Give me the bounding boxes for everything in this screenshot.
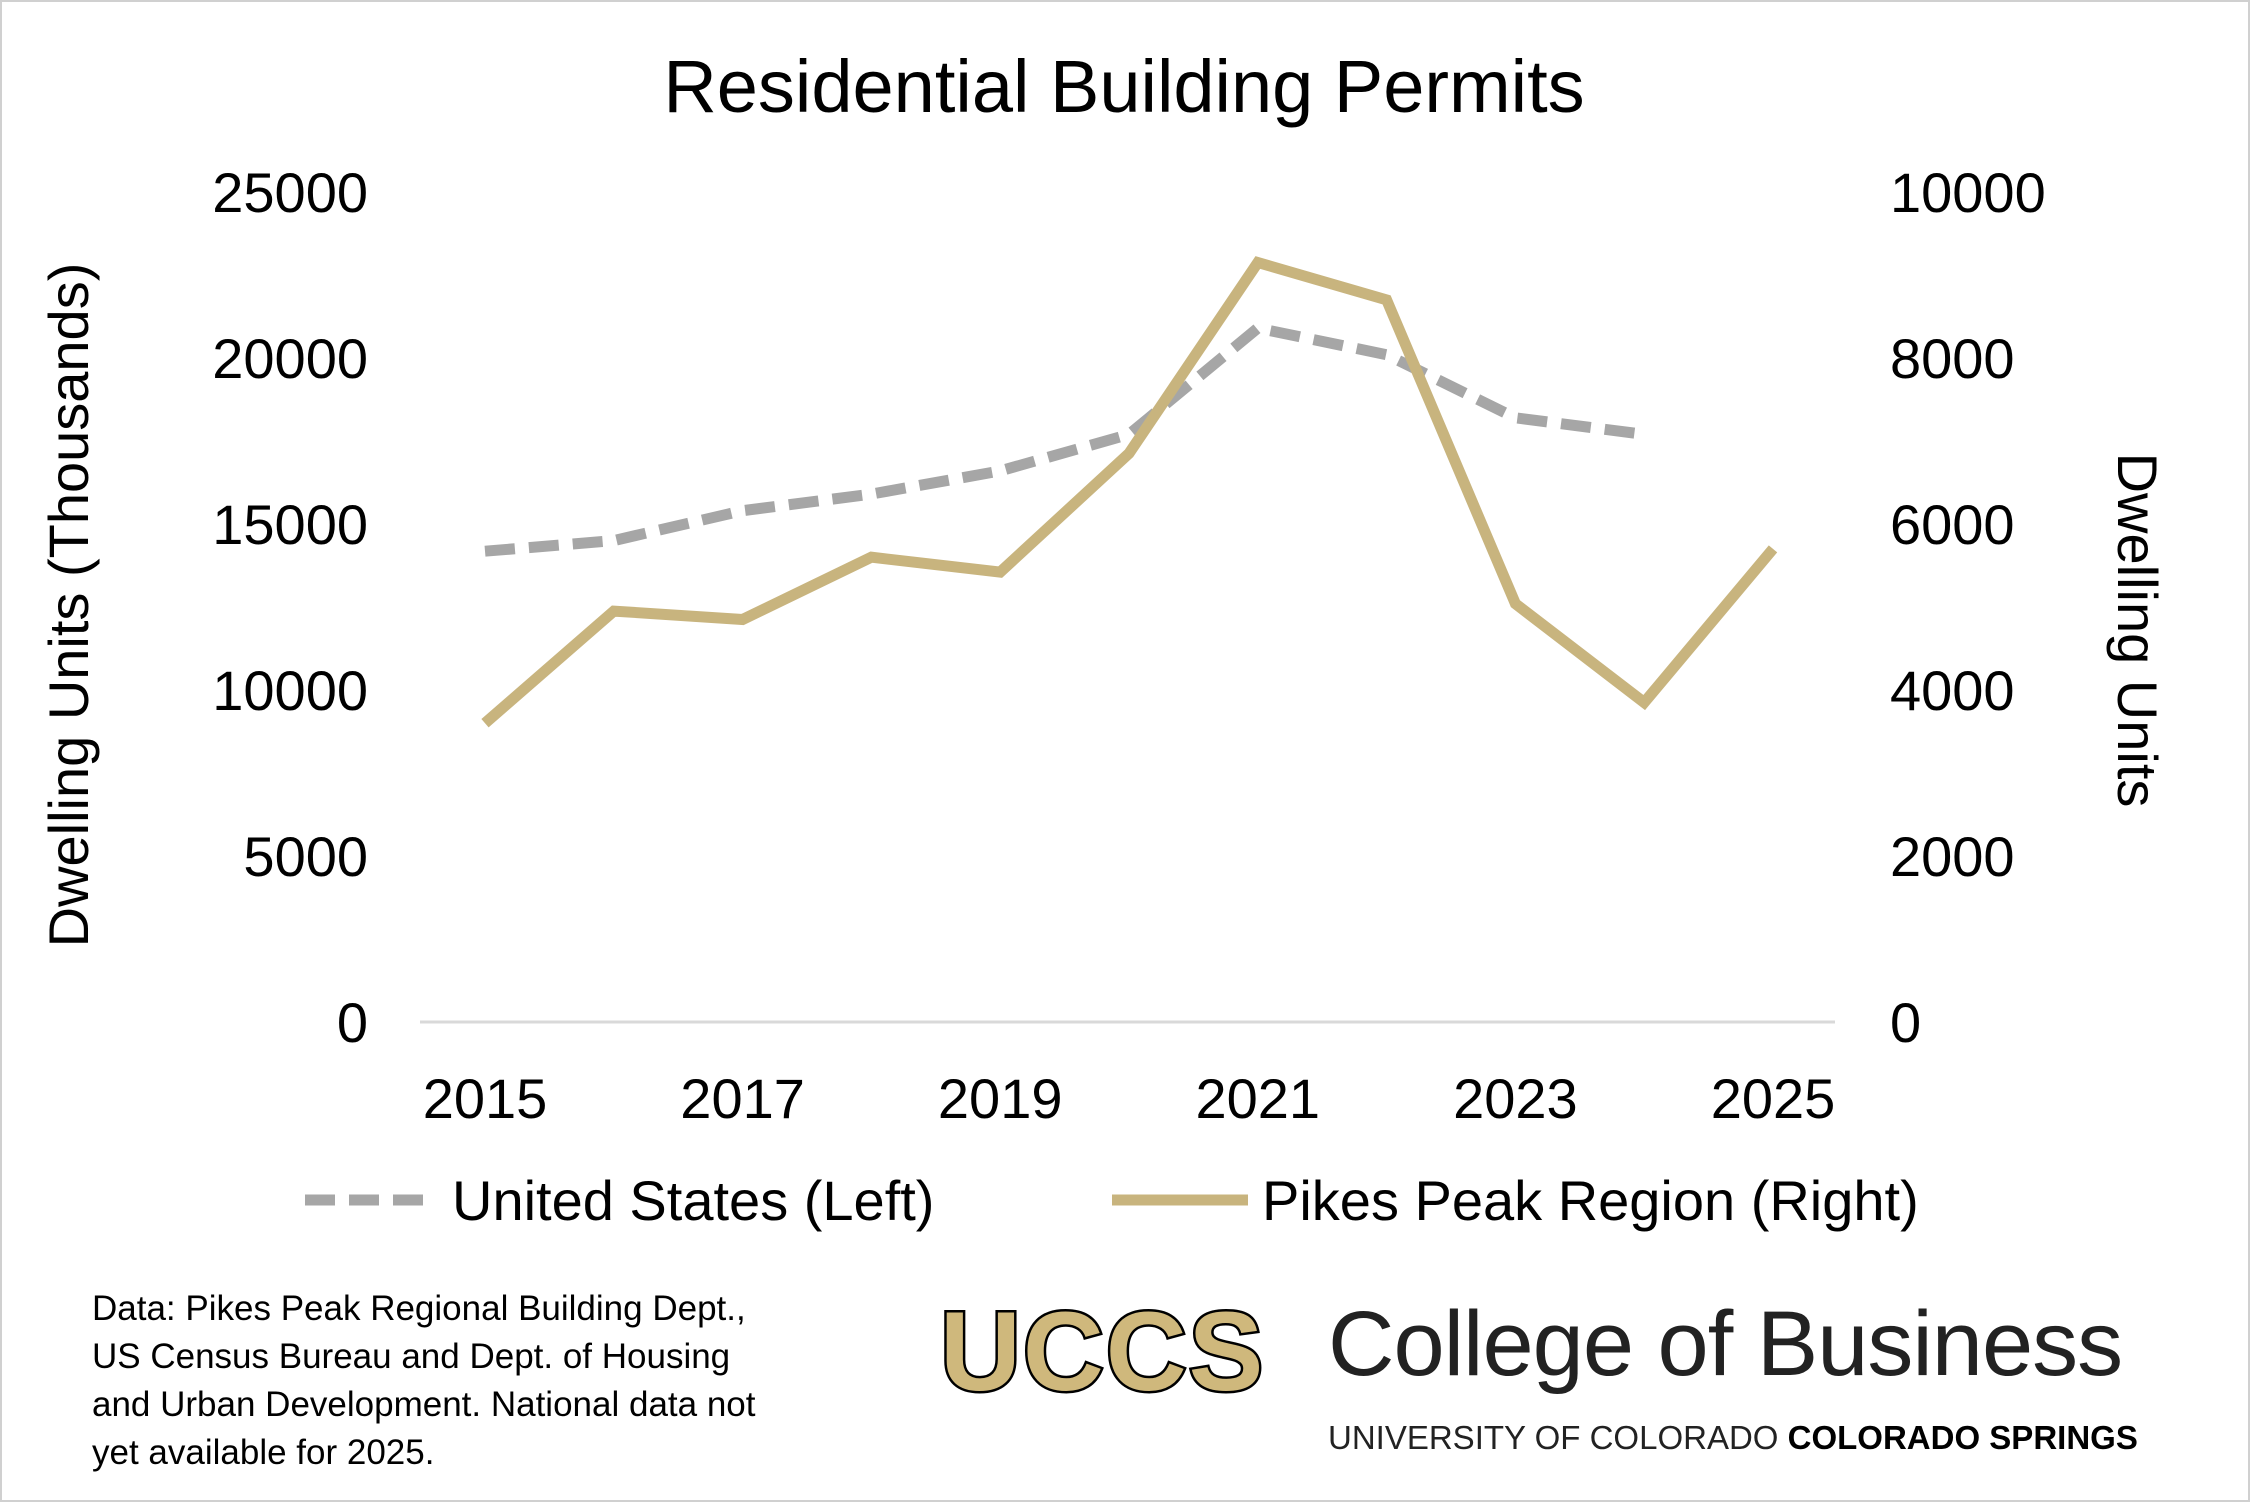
chart-title: Residential Building Permits [663, 45, 1584, 128]
series-line-pikes-peak [481, 256, 1778, 728]
y-left-tick-label: 0 [337, 991, 368, 1054]
university-campus: COLORADO SPRINGS [1787, 1419, 2138, 1456]
x-tick-label: 2023 [1453, 1067, 1578, 1130]
y-left-tick-label: 20000 [212, 327, 368, 390]
x-tick-label: 2019 [938, 1067, 1063, 1130]
y-right-axis-label: Dwelling Units [2106, 453, 2169, 808]
x-tick-label: 2021 [1196, 1067, 1321, 1130]
y-left-ticks: 0 5000 10000 15000 20000 25000 [212, 161, 368, 1054]
y-right-tick-label: 6000 [1890, 493, 2015, 556]
legend: United States (Left) Pikes Peak Region (… [305, 1169, 1919, 1232]
source-note: Data: Pikes Peak Regional Building Dept.… [92, 1285, 892, 1477]
y-left-tick-label: 10000 [212, 659, 368, 722]
y-right-tick-label: 8000 [1890, 327, 2015, 390]
y-right-tick-label: 10000 [1890, 161, 2046, 224]
legend-us-label: United States (Left) [452, 1169, 934, 1232]
legend-pikes-label: Pikes Peak Region (Right) [1262, 1169, 1919, 1232]
y-right-tick-label: 0 [1890, 991, 1921, 1054]
y-left-axis-label: Dwelling Units (Thousands) [37, 263, 100, 948]
y-left-tick-label: 5000 [243, 825, 368, 888]
x-tick-label: 2025 [1711, 1067, 1836, 1130]
university-prefix: UNIVERSITY OF COLORADO [1328, 1419, 1779, 1456]
series-line-united-states [484, 322, 1645, 557]
line-chart: Residential Building Permits Dwelling Un… [37, 45, 2169, 1232]
source-line: Data: Pikes Peak Regional Building Dept.… [92, 1289, 746, 1328]
university-name: UNIVERSITY OF COLORADO COLORADO SPRINGS [1328, 1418, 2138, 1458]
y-right-ticks: 0 2000 4000 6000 8000 10000 [1890, 161, 2046, 1054]
source-line: US Census Bureau and Dept. of Housing [92, 1337, 731, 1376]
x-tick-label: 2015 [423, 1067, 548, 1130]
x-ticks: 2015 2017 2019 2021 2023 2025 [423, 1067, 1836, 1130]
source-line: yet available for 2025. [92, 1433, 435, 1472]
y-left-tick-label: 15000 [212, 493, 368, 556]
series-lines [481, 256, 1778, 728]
y-right-tick-label: 4000 [1890, 659, 2015, 722]
college-name: College of Business [1328, 1293, 2123, 1395]
x-tick-label: 2017 [680, 1067, 805, 1130]
y-right-tick-label: 2000 [1890, 825, 2015, 888]
source-line: and Urban Development. National data not [92, 1385, 756, 1424]
uccs-logo: UCCS [937, 1289, 1266, 1414]
y-left-tick-label: 25000 [212, 161, 368, 224]
